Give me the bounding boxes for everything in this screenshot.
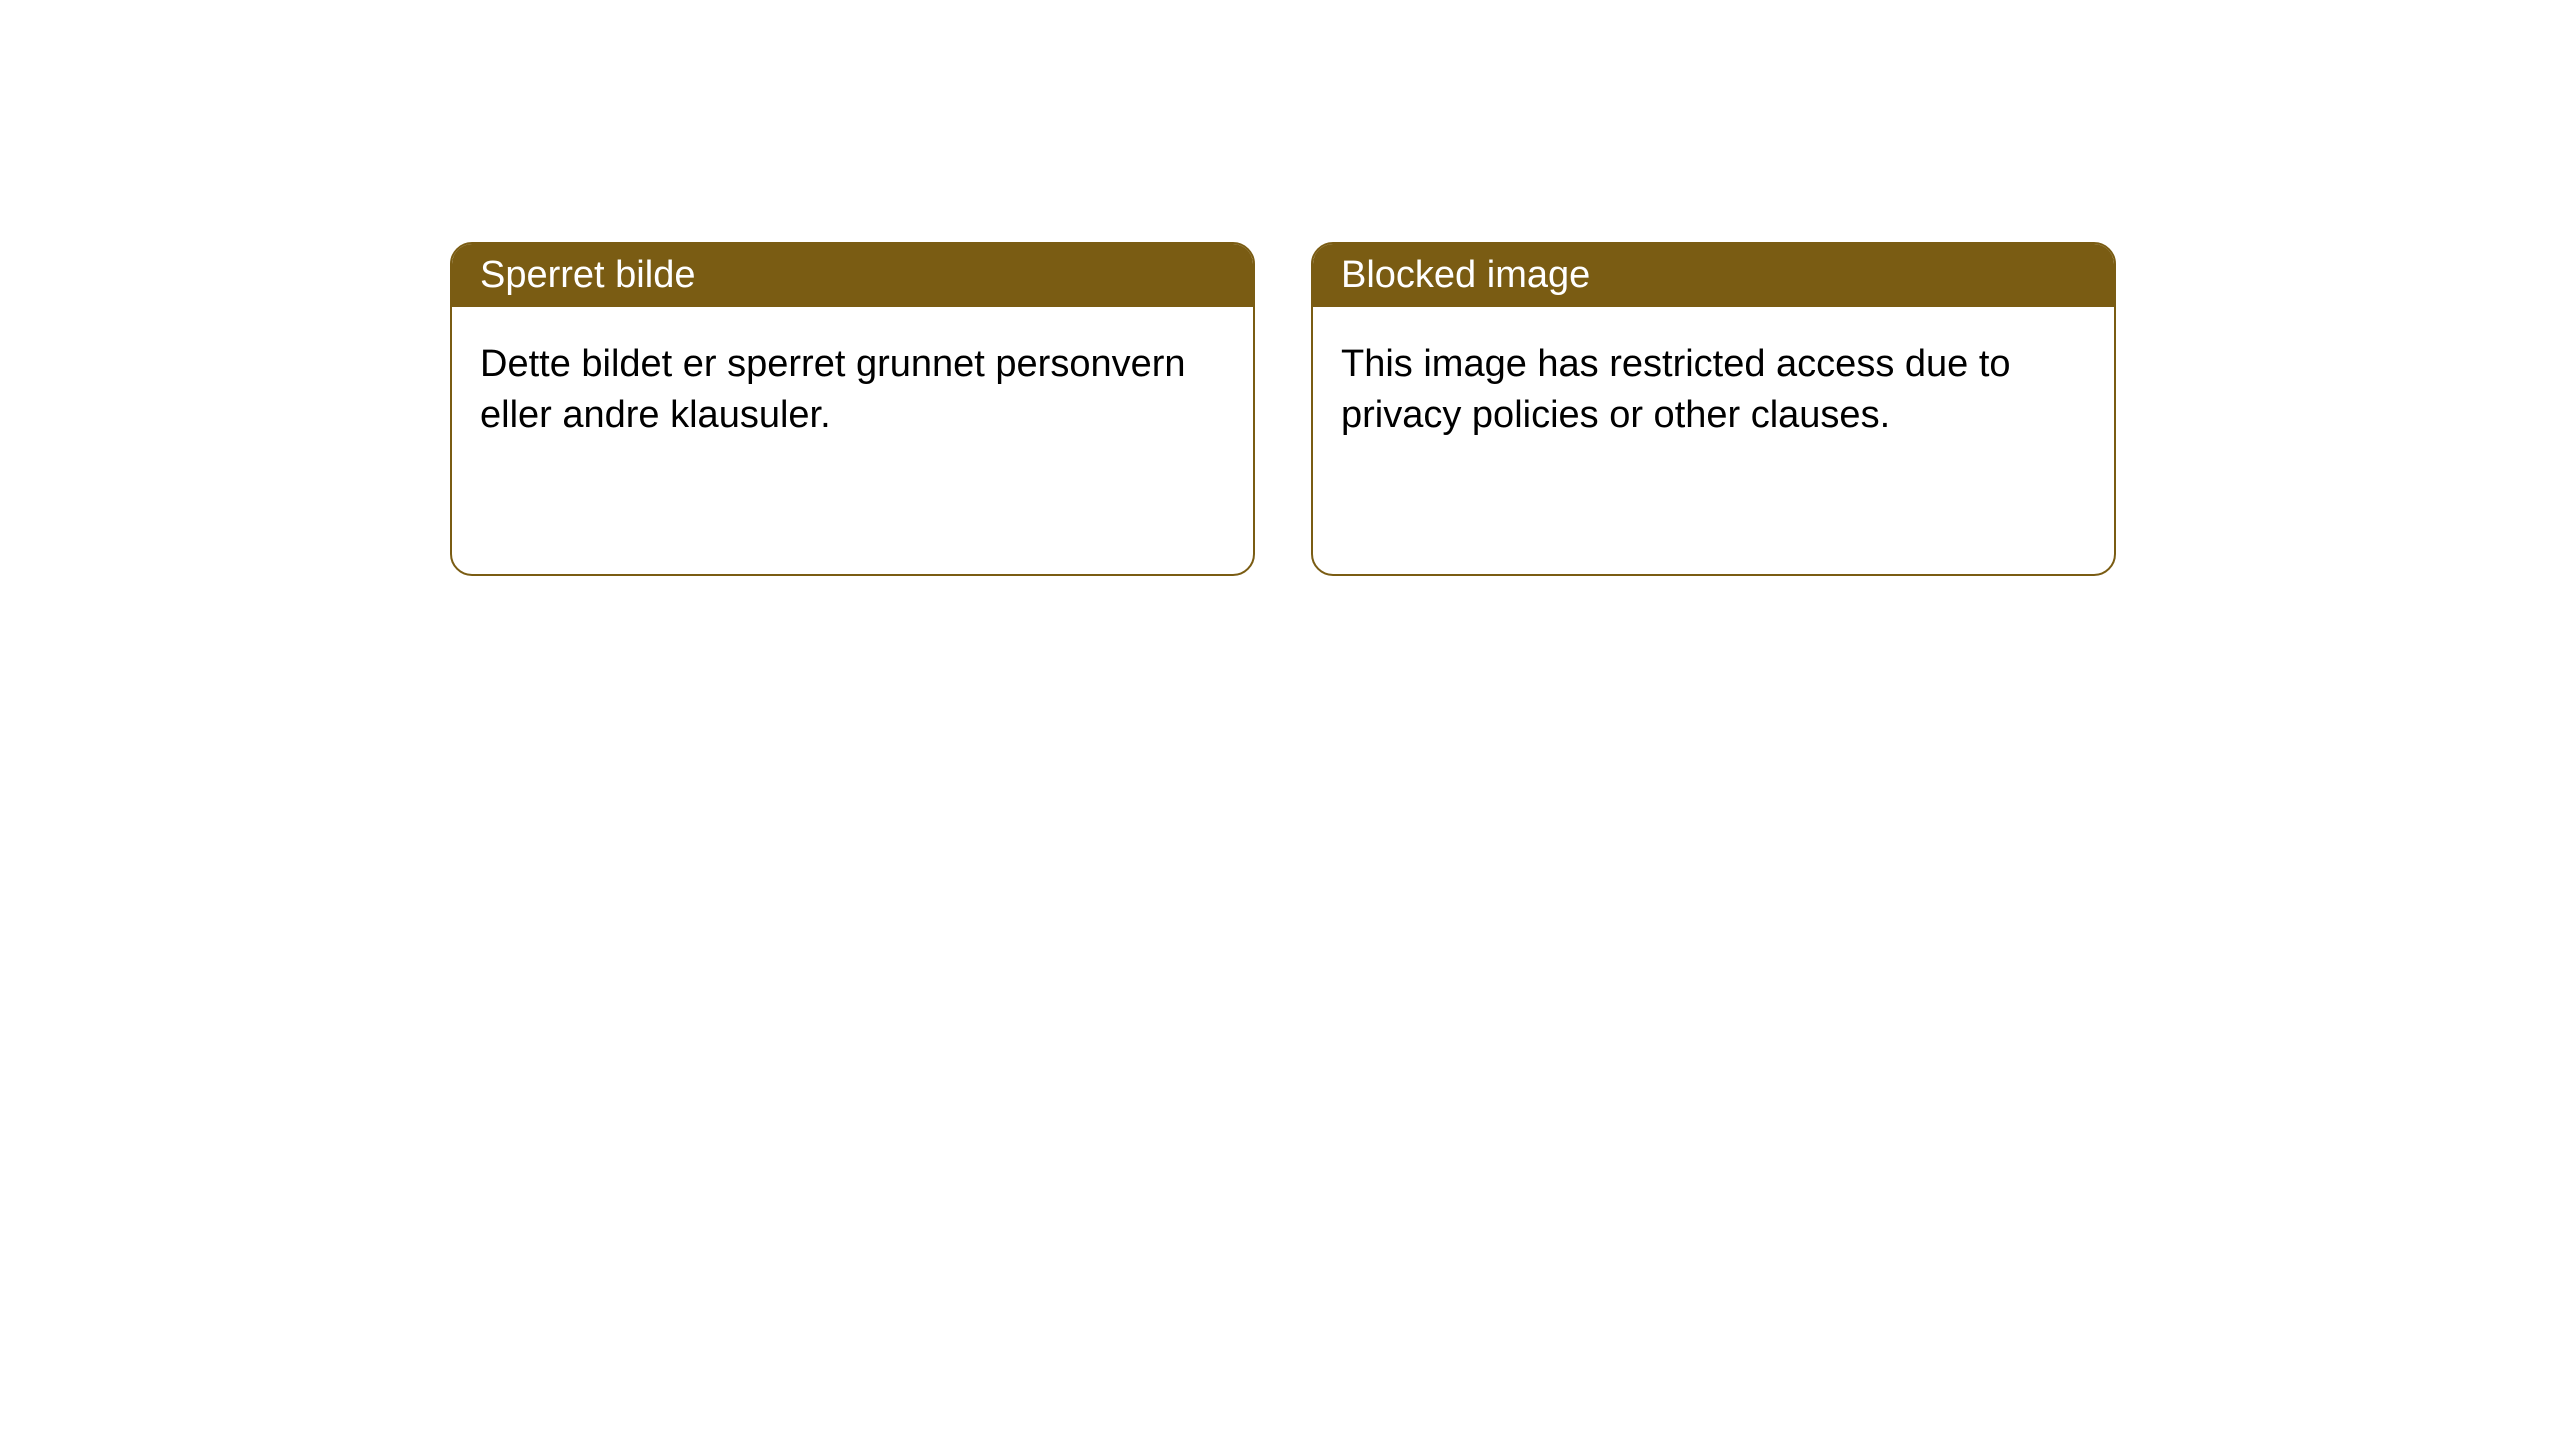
notice-card-english: Blocked image This image has restricted … xyxy=(1311,242,2116,576)
notice-title-english: Blocked image xyxy=(1313,244,2114,307)
notice-container: Sperret bilde Dette bildet er sperret gr… xyxy=(0,0,2560,576)
notice-card-norwegian: Sperret bilde Dette bildet er sperret gr… xyxy=(450,242,1255,576)
notice-body-norwegian: Dette bildet er sperret grunnet personve… xyxy=(452,307,1253,474)
notice-title-norwegian: Sperret bilde xyxy=(452,244,1253,307)
notice-body-english: This image has restricted access due to … xyxy=(1313,307,2114,474)
